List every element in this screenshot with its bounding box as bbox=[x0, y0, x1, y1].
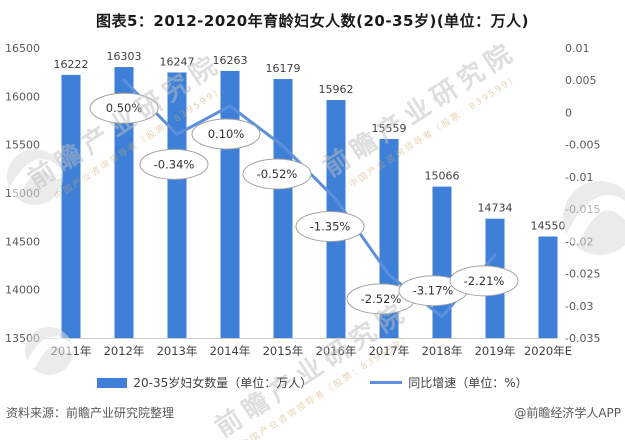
right-axis-tick-label: -0.01 bbox=[565, 171, 593, 184]
left-axis-tick-label: 14000 bbox=[5, 284, 40, 297]
bar-value-label: 15962 bbox=[319, 83, 354, 96]
growth-label-text: -2.21% bbox=[464, 274, 505, 288]
growth-label-text: 0.50% bbox=[106, 101, 143, 115]
bar-series-swatch bbox=[97, 377, 128, 388]
legend-label: 同比增速（单位：%） bbox=[408, 376, 528, 390]
x-axis-tick-label: 2011年 bbox=[51, 344, 92, 358]
bar-value-label: 16263 bbox=[213, 54, 248, 67]
bar-2013年 bbox=[167, 72, 187, 338]
left-axis-tick-label: 15500 bbox=[5, 139, 40, 152]
bar-2012年 bbox=[114, 67, 134, 338]
x-axis-tick-label: 2015年 bbox=[263, 344, 304, 358]
bar-value-label: 16247 bbox=[160, 55, 195, 68]
x-axis-tick-label: 2012年 bbox=[104, 344, 145, 358]
legend-label: 20-35岁妇女数量（单位：万人） bbox=[133, 376, 313, 390]
bar-value-label: 14734 bbox=[478, 202, 513, 215]
growth-label-bubble bbox=[89, 92, 159, 124]
growth-label-text: -2.52% bbox=[361, 292, 402, 306]
left-axis-tick-label: 15000 bbox=[5, 187, 40, 200]
right-axis-tick-label: 0.01 bbox=[565, 42, 590, 55]
right-axis-tick-label: -0.025 bbox=[565, 268, 600, 281]
data-source-note: 资料来源：前瞻产业研究院整理 bbox=[6, 406, 175, 420]
right-axis-tick-label: 0.005 bbox=[565, 74, 597, 87]
x-axis-tick-label: 2018年 bbox=[422, 344, 463, 358]
growth-label-text: -0.34% bbox=[154, 157, 195, 171]
legend-item-bar-series: 20-35岁妇女数量（单位：万人） bbox=[97, 374, 312, 391]
growth-label-bubble bbox=[242, 158, 312, 190]
bar-2020年E bbox=[538, 236, 558, 338]
right-axis-tick-label: -0.015 bbox=[565, 203, 600, 216]
x-axis-tick-label: 2016年 bbox=[316, 344, 357, 358]
bar-2015年 bbox=[273, 79, 293, 338]
bar-value-label: 16222 bbox=[54, 58, 89, 71]
x-axis-tick-label: 2020年E bbox=[524, 344, 572, 358]
growth-label-bubble bbox=[295, 210, 365, 242]
left-axis-tick-label: 14500 bbox=[5, 235, 40, 248]
right-axis-tick-label: 0 bbox=[565, 106, 572, 119]
growth-label-bubble bbox=[139, 148, 209, 180]
x-axis-tick-label: 2014年 bbox=[210, 344, 251, 358]
bar-2011年 bbox=[61, 74, 81, 338]
bar-value-label: 14550 bbox=[531, 220, 566, 233]
growth-label-text: 0.10% bbox=[208, 127, 245, 141]
x-axis-tick-label: 2013年 bbox=[157, 344, 198, 358]
x-axis-tick-label: 2017年 bbox=[369, 344, 410, 358]
growth-label-text: -1.35% bbox=[310, 219, 351, 233]
growth-label-text: -0.52% bbox=[257, 167, 298, 181]
legend-item-line-series: 同比增速（单位：%） bbox=[370, 374, 528, 391]
bar-value-label: 15559 bbox=[372, 122, 407, 135]
left-axis-tick-label: 16000 bbox=[5, 90, 40, 103]
line-series-swatch bbox=[370, 381, 403, 384]
credit-note: @前瞻经济学人APP bbox=[514, 406, 621, 420]
growth-label-bubble bbox=[191, 118, 261, 150]
right-axis-tick-label: -0.035 bbox=[565, 332, 600, 345]
legend: 20-35岁妇女数量（单位：万人） 同比增速（单位：%） bbox=[0, 374, 625, 391]
growth-label-bubble bbox=[449, 265, 519, 297]
left-axis-tick-label: 13500 bbox=[5, 332, 40, 345]
bar-value-label: 15066 bbox=[425, 170, 460, 183]
bar-value-label: 16179 bbox=[266, 62, 301, 75]
right-axis-tick-label: -0.03 bbox=[565, 300, 593, 313]
right-axis-tick-label: -0.005 bbox=[565, 139, 600, 152]
chart-title: 图表5：2012-2020年育龄妇女人数(20-35岁)(单位：万人) bbox=[95, 12, 530, 30]
growth-label-text: -3.17% bbox=[413, 284, 454, 298]
x-axis-tick-label: 2019年 bbox=[475, 344, 516, 358]
right-axis-tick-label: -0.02 bbox=[565, 235, 593, 248]
bar-value-label: 16303 bbox=[107, 50, 142, 63]
left-axis-tick-label: 16500 bbox=[5, 42, 40, 55]
